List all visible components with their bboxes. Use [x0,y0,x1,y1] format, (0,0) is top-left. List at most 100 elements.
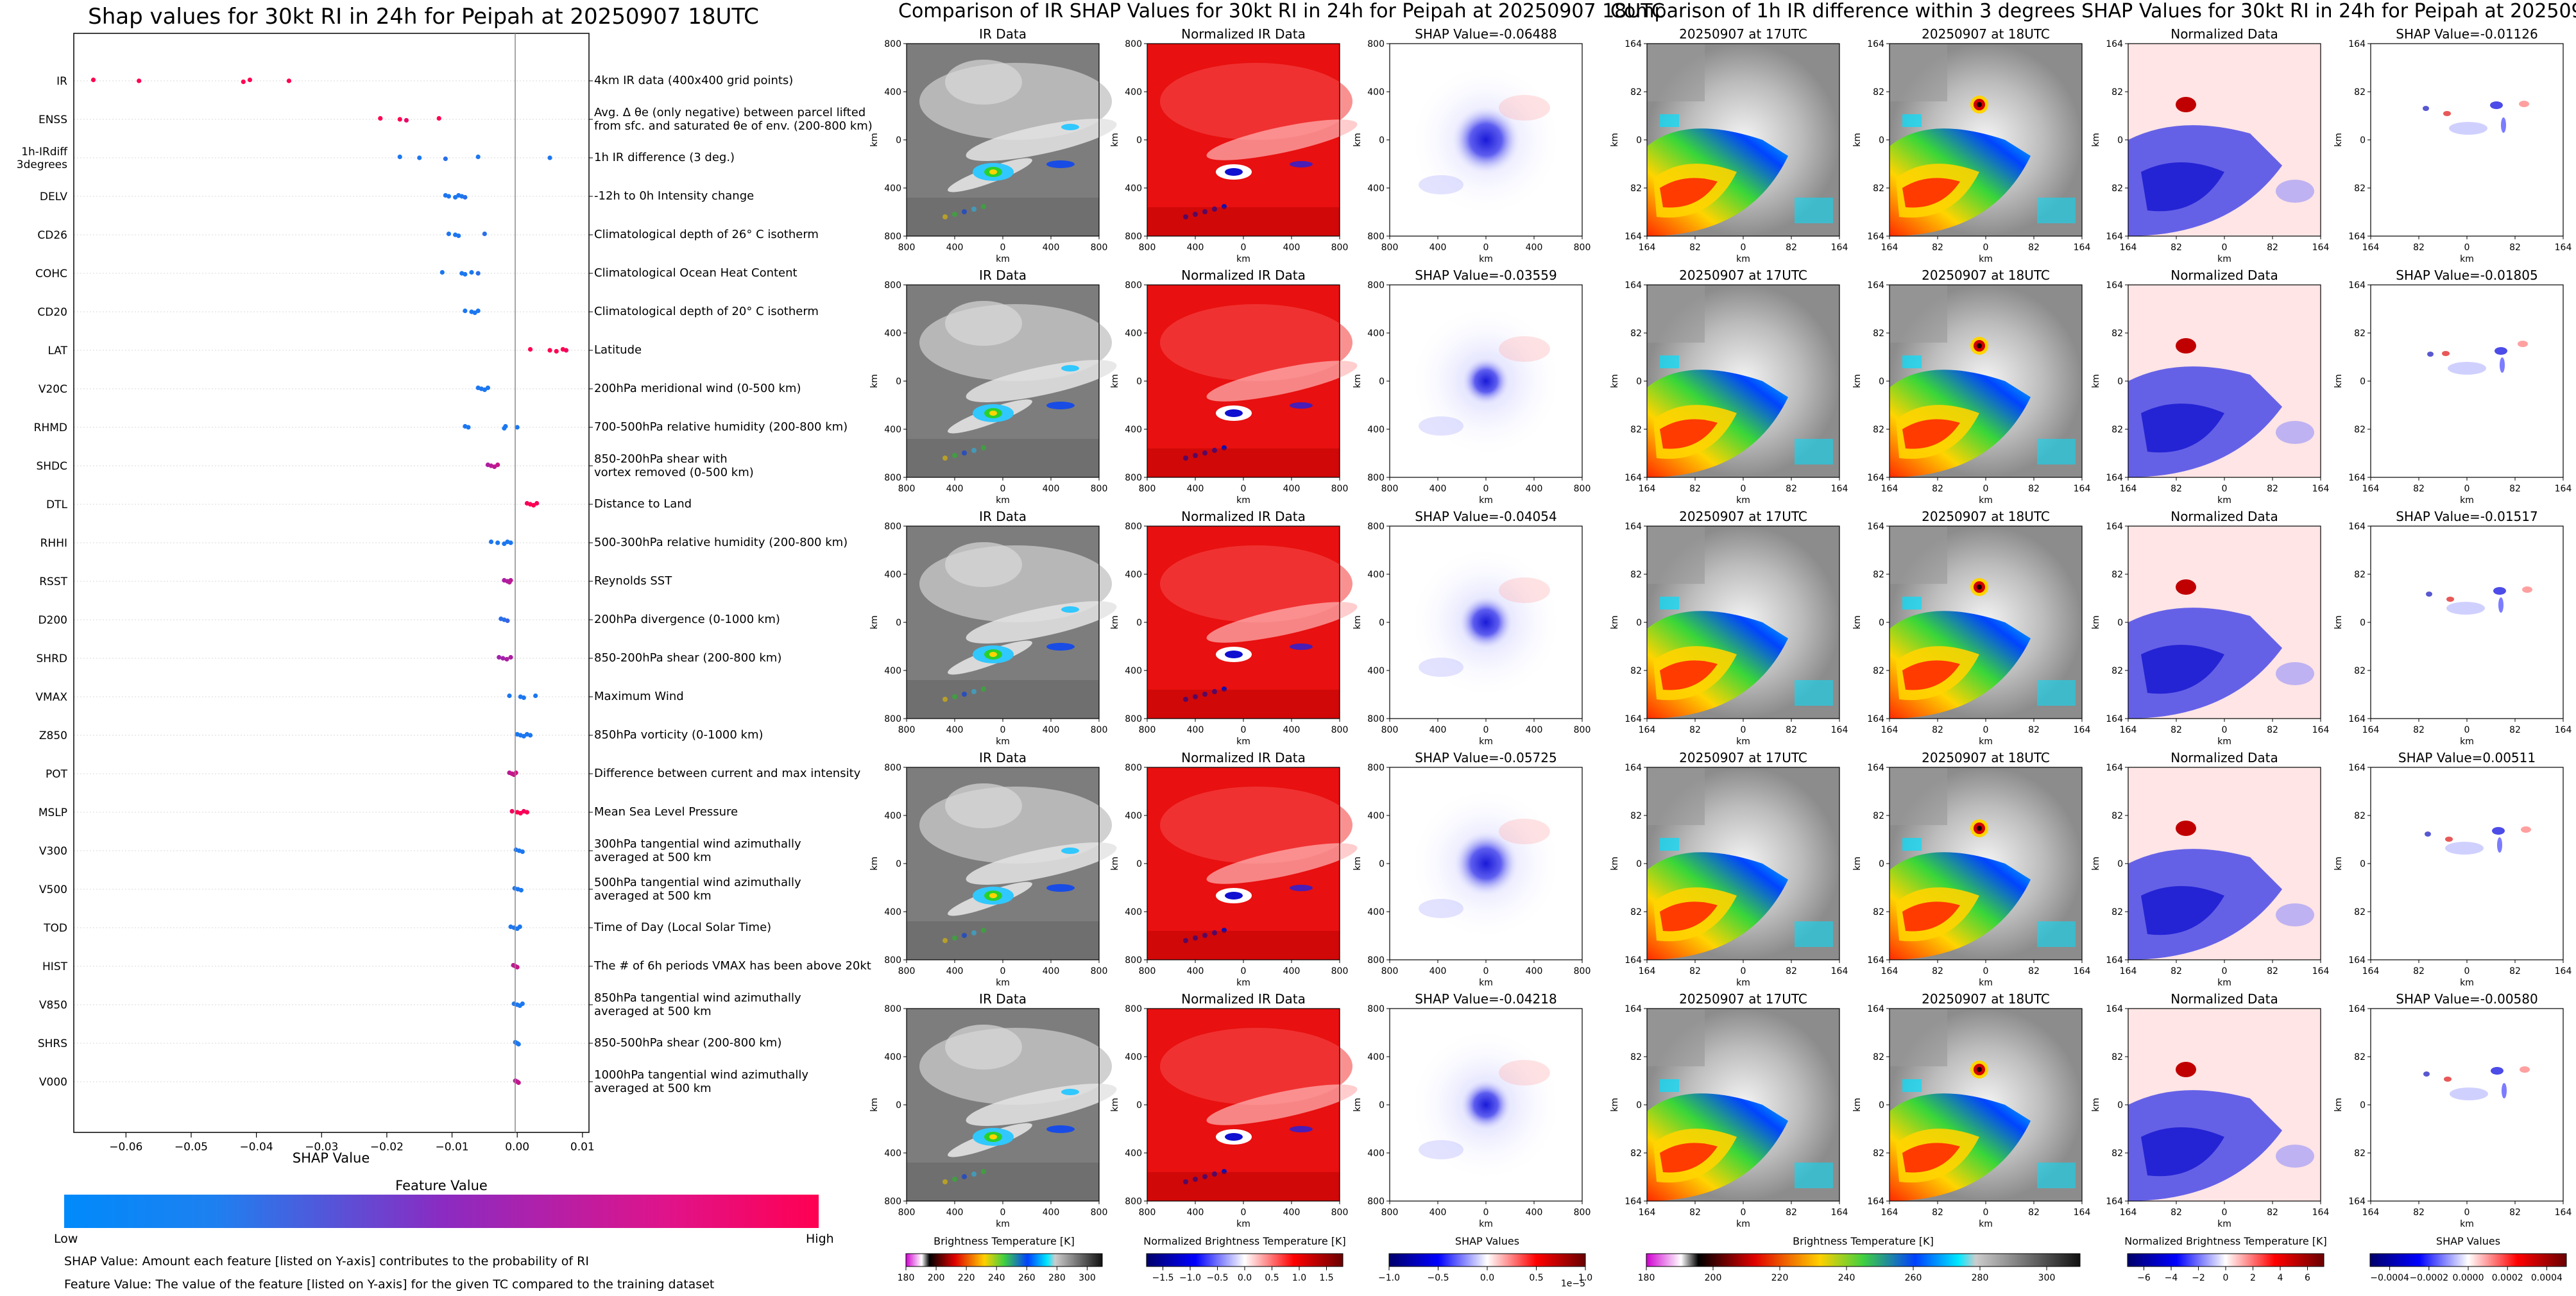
tick-label: 800 [1367,1004,1385,1014]
tick-label: 82 [1873,1052,1884,1062]
panel-title: Normalized Data [2171,991,2278,1007]
feature-description: The # of 6h periods VMAX has been above … [594,959,871,973]
tick-label: 82 [1786,725,1797,735]
tick-label: 164 [2074,725,2091,735]
axis-label: km [1610,374,1620,388]
feature-label: RHHI [40,537,67,550]
bt-cell [1902,355,1922,368]
tick-label: 164 [1625,280,1642,291]
storm-cell [1061,1089,1079,1095]
tick-label: 400 [1125,87,1142,98]
bt-cloud [1647,767,1705,825]
shap-point [446,194,452,199]
tick-label: 164 [2106,955,2123,966]
norm-cell [1202,692,1207,697]
cloud-patch [945,783,1022,828]
shap-diff-bg [2371,1009,2563,1201]
norm-cell [1212,689,1217,694]
tick-label: 400 [884,87,901,98]
storm-cell [1046,643,1075,651]
tick-label: 0 [1136,135,1142,146]
shap-diff-spot [2497,837,2502,853]
convective-core [1660,1143,1718,1173]
tick-label: 164 [1867,473,1884,483]
panel-title: 20250907 at 18UTC [1922,991,2050,1007]
tick-label: 0 [2117,1100,2123,1111]
axis-label: km [1736,254,1750,264]
bt-cell [1660,114,1679,127]
colorbar-high-label: High [806,1232,834,1246]
tick-label: 164 [2348,1004,2366,1014]
feature-label: V850 [39,999,67,1012]
bt-cell [1795,439,1833,465]
tick-label: 164 [2312,725,2330,735]
tick-label: 82 [2111,425,2123,435]
tick-label: 164 [2106,280,2123,291]
tick-label: 164 [2106,232,2123,242]
tick-label: 164 [1881,484,1898,494]
colorbar-tick-label: −6 [2137,1273,2151,1283]
colorbar-tick-label: 0.0004 [2531,1273,2563,1283]
storm-cell [962,209,967,214]
tick-label: 82 [2111,1052,2123,1062]
storm-cell [1046,1125,1075,1133]
tick-label: 82 [2171,484,2182,494]
tick-label: 400 [884,183,901,194]
shap-diff-spot [2423,1071,2430,1077]
panel-title: Normalized IR Data [1181,991,1306,1007]
bt-cell [1660,1079,1679,1092]
norm-core [1225,651,1243,658]
convective-core [1660,660,1718,690]
tick-label: 800 [1381,243,1399,253]
feature-label: D200 [38,614,67,627]
norm-diff-negative [2276,180,2314,203]
panel-row: IR Data80080040040000400400800800kmkmNor… [869,268,2572,506]
eye-center [1977,102,1982,107]
feature-label: MSLP [38,806,67,819]
norm-cloud [1160,304,1352,381]
tick-label: 164 [1831,966,1848,976]
norm-cell [1193,212,1198,217]
tick-label: 82 [1689,243,1701,253]
shap-diff-spot [2449,122,2487,135]
feature-description: 500hPa tangential wind azimuthally avera… [594,876,801,903]
tick-label: 0 [1741,725,1746,735]
tick-label: 82 [2354,1052,2366,1062]
axis-label: km [1110,374,1120,388]
cloud-streak [966,1084,1117,1126]
tick-label: 800 [1331,966,1349,976]
norm-diff-positive [2176,338,2196,354]
panel-title: SHAP Value=-0.01517 [2396,509,2538,524]
axis-label: km [1352,615,1363,629]
feature-description: 300hPa tangential wind azimuthally avera… [594,837,801,864]
panel-title: Normalized Data [2171,750,2278,765]
tick-label: 164 [2120,484,2137,494]
tick-label: 0 [1483,243,1489,253]
tick-label: 800 [884,763,901,773]
feature-description: 700-500hPa relative humidity (200-800 km… [594,420,848,434]
tick-label: 164 [2362,966,2380,976]
tick-label: 164 [2348,522,2366,532]
tick-label: 164 [2362,243,2380,253]
norm-cell [1202,209,1207,214]
shap-diff-spot [2495,347,2507,355]
tick-label: 164 [2106,39,2123,49]
shap-diff-spot [2446,602,2485,615]
storm-cell [1061,848,1079,854]
storm-cell [962,1174,967,1179]
shap-diff-spot [2427,352,2434,357]
tick-label: 82 [2267,725,2278,735]
shap-diff-spot [2493,587,2506,595]
panel-row: IR Data80080040040000400400800800kmkmNor… [869,750,2572,988]
feature-description: -12h to 0h Intensity change [594,189,755,203]
storm-cell [952,1177,957,1182]
axis-label: km [1236,978,1250,988]
tick-label: 82 [1932,1207,1943,1218]
tick-label: 82 [2171,725,2182,735]
tick-label: 400 [1125,1052,1142,1062]
tick-label: 800 [1574,966,1591,976]
tick-label: 800 [898,725,916,735]
tick-label: 400 [1367,1052,1385,1062]
feature-label: POT [46,768,68,781]
shap-point [463,308,468,314]
